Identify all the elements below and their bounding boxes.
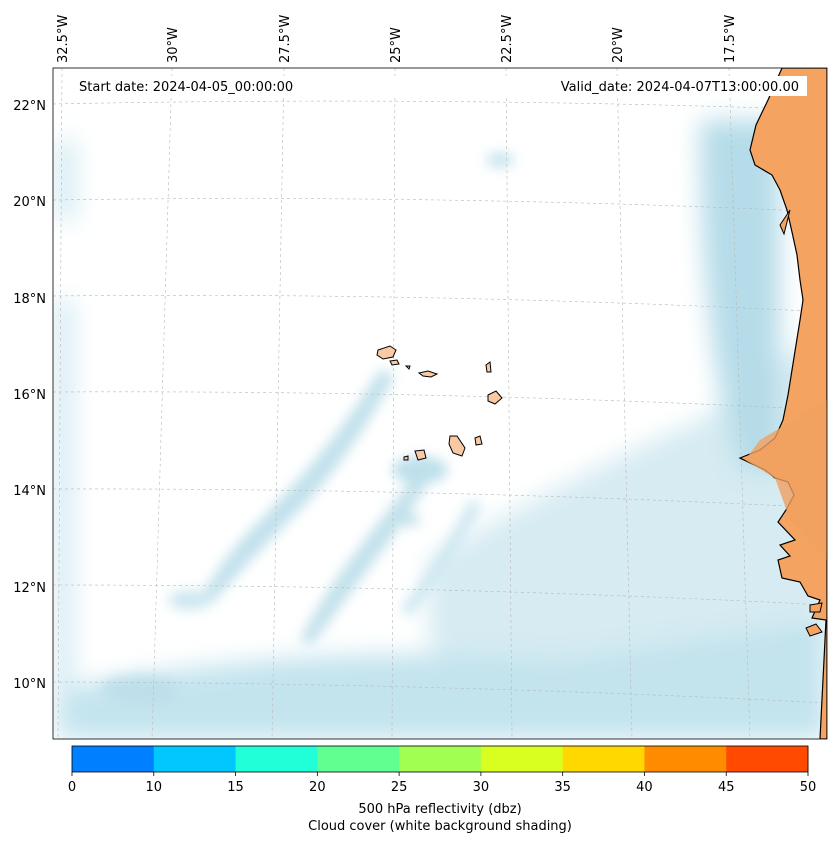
lon-label: 30°W — [166, 27, 181, 63]
colorbar-border — [71, 745, 809, 773]
cloud-band-northwest — [55, 140, 75, 220]
lon-label: 27.5°W — [278, 15, 293, 63]
island-santa-luzia — [404, 365, 411, 370]
lon-label: 22.5°W — [500, 15, 515, 63]
colorbar-segment — [562, 746, 645, 772]
lon-label: 25°W — [389, 27, 404, 63]
lat-label: 22°N — [13, 99, 46, 114]
cloud-streak-1 — [200, 370, 395, 605]
longitude-labels: 32.5°W 30°W 27.5°W 25°W 22.5°W 20°W 17.5… — [56, 15, 738, 63]
coastal-island-2 — [805, 623, 823, 637]
colorbar-segment — [72, 746, 155, 772]
colorbar-tick-label: 20 — [309, 780, 326, 795]
island-boa-vista — [487, 390, 503, 405]
map-frame-border — [52, 67, 828, 740]
date-header: Start date: 2024-04-05_00:00:00 Valid_da… — [71, 76, 807, 96]
colorbar-tick-label: 15 — [227, 780, 244, 795]
island-sao-nicolau — [417, 370, 439, 378]
cloud-streak-3 — [400, 500, 482, 616]
colorbar-label-line2: Cloud cover (white background shading) — [308, 819, 572, 834]
valid-date-label: Valid_date: 2024-04-07T13:00:00.00 — [561, 80, 799, 95]
island-sal — [485, 361, 492, 373]
cloud-band-south — [60, 620, 827, 739]
colorbar-segment — [235, 746, 318, 772]
cloud-patch-3 — [168, 590, 212, 610]
lat-label: 20°N — [13, 195, 46, 210]
colorbar-segment — [399, 746, 482, 772]
map-area — [53, 68, 827, 739]
graticule — [53, 68, 827, 739]
start-date-label: Start date: 2024-04-05_00:00:00 — [79, 80, 293, 95]
island-santiago — [448, 435, 466, 457]
island-fogo — [414, 449, 427, 461]
colorbar-tick-label: 45 — [718, 780, 735, 795]
coastal-island-1 — [809, 602, 823, 613]
cape-verde-islands — [376, 345, 503, 461]
lon-label: 17.5°W — [723, 15, 738, 63]
colorbar-tick-label: 0 — [68, 780, 76, 795]
cloud-cover-shading — [55, 120, 827, 739]
island-santo-antao — [376, 345, 397, 360]
colorbar-label-line1: 500 hPa reflectivity (dbz) — [358, 802, 521, 817]
lat-label: 12°N — [13, 581, 46, 596]
cloud-patch-4 — [100, 676, 180, 704]
colorbar-segment — [317, 746, 400, 772]
island-brava — [403, 455, 409, 461]
lat-label: 14°N — [13, 484, 46, 499]
colorbar-tick-label: 10 — [146, 780, 163, 795]
cloud-streak-2 — [300, 470, 432, 645]
cloud-band-west — [55, 300, 72, 739]
colorbar-tick-label: 30 — [473, 780, 490, 795]
colorbar-tick-label: 25 — [391, 780, 408, 795]
lat-label: 10°N — [13, 677, 46, 692]
island-sao-vicente — [389, 359, 400, 366]
lon-label: 20°W — [611, 27, 626, 63]
colorbar-segment — [480, 746, 564, 772]
lat-label: 18°N — [13, 292, 46, 307]
colorbar-tick-label: 40 — [636, 780, 653, 795]
island-maio — [474, 435, 483, 446]
colorbar-tick-label: 50 — [800, 780, 817, 795]
senegal-darker-land — [745, 400, 827, 560]
cloud-patch-2 — [392, 456, 448, 484]
colorbar-segment — [726, 746, 809, 772]
colorbar-segment — [644, 746, 727, 772]
colorbar-tick-label: 35 — [554, 780, 571, 795]
lon-label: 32.5°W — [56, 15, 71, 63]
lat-label: 16°N — [13, 388, 46, 403]
coastal-inlet-1 — [779, 209, 791, 236]
cloud-patch-5 — [400, 514, 420, 526]
colorbar: 0 10 15 20 25 30 35 40 45 50 — [68, 745, 817, 795]
cloud-patch-1 — [486, 152, 514, 168]
colorbar-segment — [153, 746, 237, 772]
latitude-labels: 22°N 20°N 18°N 16°N 14°N 12°N 10°N — [13, 99, 46, 692]
